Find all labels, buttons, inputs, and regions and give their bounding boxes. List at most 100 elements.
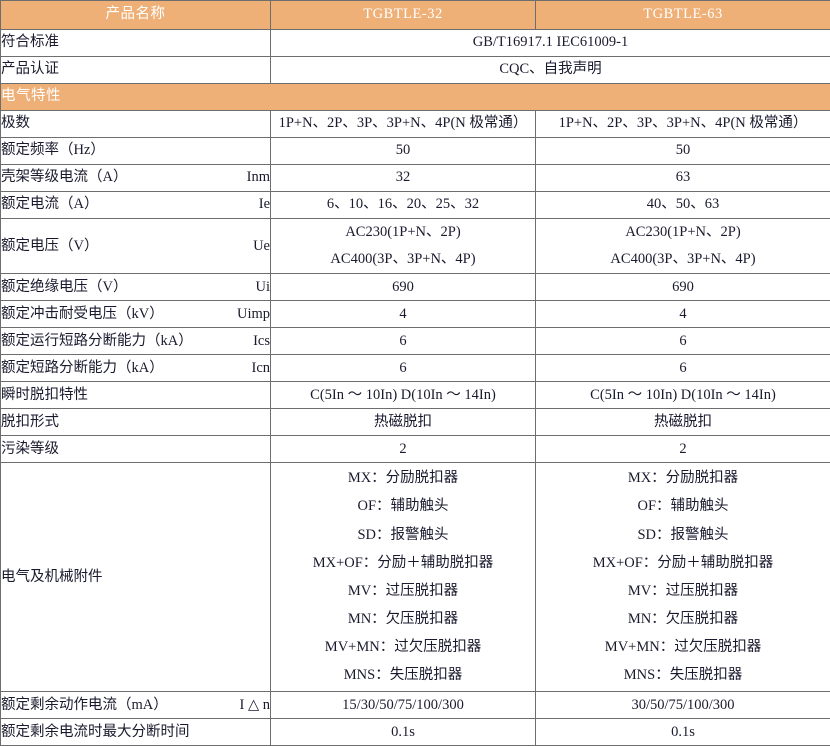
- row-label-insulation-voltage: 额定绝缘电压（V） Ui: [1, 274, 271, 301]
- label-text: 符合标准: [1, 32, 59, 53]
- value-63-residual-breaking-time: 0.1s: [536, 719, 830, 746]
- voltage-line: AC400(3P、3P+N、4P): [271, 246, 535, 273]
- table-row-pollution-degree: 污染等级 2 2: [1, 436, 830, 463]
- value-63-accessories: MX：分励脱扣器 OF：辅助触头 SD：报警触头 MX+OF：分励＋辅助脱扣器 …: [536, 463, 830, 692]
- table-row-standard: 符合标准 GB/T16917.1 IEC61009-1: [1, 30, 830, 57]
- row-label-standard: 符合标准: [1, 30, 271, 57]
- accessory-item: MV+MN：过欠压脱扣器: [536, 633, 830, 661]
- accessory-item: SD：报警触头: [536, 521, 830, 549]
- label-symbol: Icn: [251, 358, 270, 379]
- table-row-accessories: 电气及机械附件 MX：分励脱扣器 OF：辅助触头 SD：报警触头 MX+OF：分…: [1, 463, 830, 692]
- value-32-ultimate-breaking-capacity: 6: [271, 355, 536, 382]
- label-text: 额定短路分断能力（kA）: [1, 358, 164, 379]
- voltage-line: AC230(1P+N、2P): [536, 219, 830, 246]
- label-text: 产品认证: [1, 59, 59, 80]
- table-row-instantaneous-trip: 瞬时脱扣特性 C(5In ～ 10In) D(10In ～ 14In) C(5I…: [1, 382, 830, 409]
- value-certification: CQC、自我声明: [271, 57, 830, 84]
- section-band-electrical: 电气特性: [1, 84, 830, 111]
- label-text: 瞬时脱扣特性: [1, 385, 88, 406]
- accessory-item: OF：辅助触头: [271, 493, 535, 521]
- value-standard: GB/T16917.1 IEC61009-1: [271, 30, 830, 57]
- value-63-service-breaking-capacity: 6: [536, 328, 830, 355]
- accessory-item: MN：欠压脱扣器: [271, 605, 535, 633]
- value-63-rated-current: 40、50、63: [536, 192, 830, 219]
- header-product-name: 产品名称: [1, 1, 271, 30]
- row-label-ultimate-breaking-capacity: 额定短路分断能力（kA） Icn: [1, 355, 271, 382]
- row-label-residual-breaking-time: 额定剩余电流时最大分断时间: [1, 719, 271, 746]
- label-text: 极数: [1, 113, 30, 134]
- table-row-residual-current: 额定剩余动作电流（mA） I △ n 15/30/50/75/100/300 3…: [1, 692, 830, 719]
- row-label-rated-current: 额定电流（A） Ie: [1, 192, 271, 219]
- value-63-ultimate-breaking-capacity: 6: [536, 355, 830, 382]
- row-label-impulse-voltage: 额定冲击耐受电压（kV） Uimp: [1, 301, 271, 328]
- label-text: 污染等级: [1, 439, 59, 460]
- value-32-instantaneous-trip: C(5In ～ 10In) D(10In ～ 14In): [271, 382, 536, 409]
- label-text: 脱扣形式: [1, 412, 59, 433]
- label-text: 额定剩余动作电流（mA）: [1, 695, 168, 716]
- value-63-impulse-voltage: 4: [536, 301, 830, 328]
- accessory-item: MX+OF：分励＋辅助脱扣器: [536, 549, 830, 577]
- accessory-item: MX+OF：分励＋辅助脱扣器: [271, 549, 535, 577]
- label-text: 额定频率（Hz）: [1, 140, 105, 161]
- row-label-frequency: 额定频率（Hz）: [1, 138, 271, 165]
- row-label-poles: 极数: [1, 111, 271, 138]
- label-symbol: I △ n: [240, 695, 270, 716]
- value-32-poles: 1P+N、2P、3P、3P+N、4P(N 极常通）: [271, 111, 536, 138]
- accessory-item: MNS：失压脱扣器: [271, 661, 535, 689]
- value-32-insulation-voltage: 690: [271, 274, 536, 301]
- label-text: 额定剩余电流时最大分断时间: [1, 722, 190, 743]
- row-label-trip-type: 脱扣形式: [1, 409, 271, 436]
- row-label-residual-current: 额定剩余动作电流（mA） I △ n: [1, 692, 271, 719]
- accessory-item: MX：分励脱扣器: [536, 465, 830, 493]
- voltage-line: AC400(3P、3P+N、4P): [536, 246, 830, 273]
- row-label-rated-voltage: 额定电压（V） Ue: [1, 219, 271, 274]
- accessory-item: MN：欠压脱扣器: [536, 605, 830, 633]
- value-63-residual-current: 30/50/75/100/300: [536, 692, 830, 719]
- label-symbol: Ics: [253, 331, 270, 352]
- table-row-residual-breaking-time: 额定剩余电流时最大分断时间 0.1s 0.1s: [1, 719, 830, 746]
- accessory-item: SD：报警触头: [271, 521, 535, 549]
- value-32-accessories: MX：分励脱扣器 OF：辅助触头 SD：报警触头 MX+OF：分励＋辅助脱扣器 …: [271, 463, 536, 692]
- table-row-insulation-voltage: 额定绝缘电压（V） Ui 690 690: [1, 274, 830, 301]
- table-row-rated-voltage: 额定电压（V） Ue AC230(1P+N、2P) AC400(3P、3P+N、…: [1, 219, 830, 274]
- accessory-item: MV：过压脱扣器: [271, 577, 535, 605]
- table-row-frequency: 额定频率（Hz） 50 50: [1, 138, 830, 165]
- row-label-instantaneous-trip: 瞬时脱扣特性: [1, 382, 271, 409]
- value-32-residual-breaking-time: 0.1s: [271, 719, 536, 746]
- accessory-item: MV+MN：过欠压脱扣器: [271, 633, 535, 661]
- row-label-pollution-degree: 污染等级: [1, 436, 271, 463]
- value-63-frequency: 50: [536, 138, 830, 165]
- label-symbol: Inm: [247, 167, 270, 188]
- table-row-ultimate-breaking-capacity: 额定短路分断能力（kA） Icn 6 6: [1, 355, 830, 382]
- value-32-service-breaking-capacity: 6: [271, 328, 536, 355]
- table-row-service-breaking-capacity: 额定运行短路分断能力（kA） Ics 6 6: [1, 328, 830, 355]
- value-32-frame-current: 32: [271, 165, 536, 192]
- header-model-tgbtle-32: TGBTLE-32: [271, 1, 536, 30]
- header-model-tgbtle-63: TGBTLE-63: [536, 1, 830, 30]
- value-32-rated-current: 6、10、16、20、25、32: [271, 192, 536, 219]
- value-63-frame-current: 63: [536, 165, 830, 192]
- accessory-item: OF：辅助触头: [536, 493, 830, 521]
- row-label-service-breaking-capacity: 额定运行短路分断能力（kA） Ics: [1, 328, 271, 355]
- label-text: 额定运行短路分断能力（kA）: [1, 331, 193, 352]
- label-text: 额定绝缘电压（V）: [1, 277, 127, 298]
- value-63-trip-type: 热磁脱扣: [536, 409, 830, 436]
- value-32-trip-type: 热磁脱扣: [271, 409, 536, 436]
- table-row-rated-current: 额定电流（A） Ie 6、10、16、20、25、32 40、50、63: [1, 192, 830, 219]
- value-32-rated-voltage: AC230(1P+N、2P) AC400(3P、3P+N、4P): [271, 219, 536, 274]
- label-symbol: Ui: [256, 277, 271, 298]
- table-row-poles: 极数 1P+N、2P、3P、3P+N、4P(N 极常通） 1P+N、2P、3P、…: [1, 111, 830, 138]
- label-symbol: Ue: [253, 236, 270, 257]
- table-header-row: 产品名称 TGBTLE-32 TGBTLE-63: [1, 1, 830, 30]
- row-label-certification: 产品认证: [1, 57, 271, 84]
- label-text: 额定电压（V）: [1, 236, 98, 257]
- label-text: 壳架等级电流（A）: [1, 167, 127, 188]
- value-63-rated-voltage: AC230(1P+N、2P) AC400(3P、3P+N、4P): [536, 219, 830, 274]
- section-title-electrical: 电气特性: [1, 84, 830, 111]
- table-row-impulse-voltage: 额定冲击耐受电压（kV） Uimp 4 4: [1, 301, 830, 328]
- accessory-item: MX：分励脱扣器: [271, 465, 535, 493]
- value-32-impulse-voltage: 4: [271, 301, 536, 328]
- value-63-poles: 1P+N、2P、3P、3P+N、4P(N 极常通）: [536, 111, 830, 138]
- table-row-frame-current: 壳架等级电流（A） Inm 32 63: [1, 165, 830, 192]
